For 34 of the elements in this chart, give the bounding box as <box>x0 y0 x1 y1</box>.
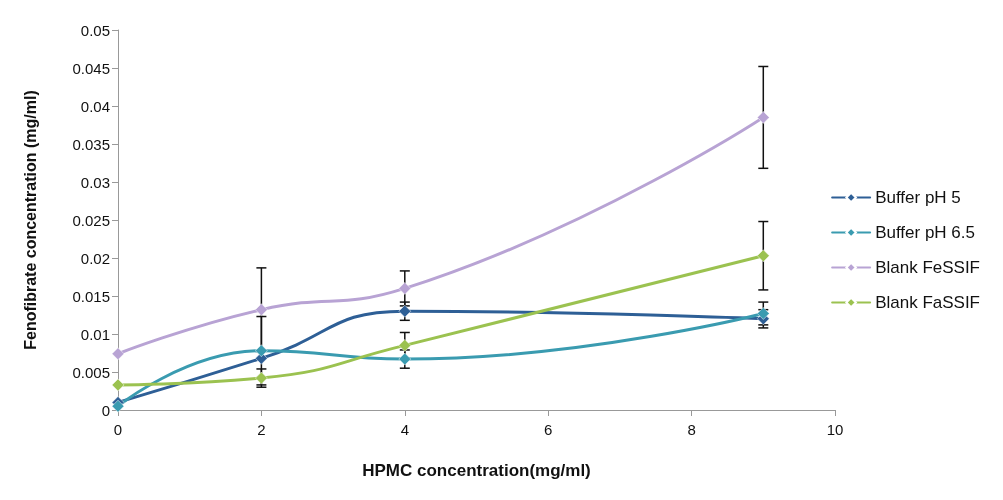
y-tick-label: 0.025 <box>72 211 110 229</box>
point <box>111 347 125 361</box>
point <box>757 249 770 262</box>
y-tick-label: 0.005 <box>72 363 110 381</box>
legend-label: Blank FeSSIF <box>875 258 980 277</box>
point <box>757 307 770 320</box>
legend-label: Buffer pH 5 <box>875 188 961 207</box>
x-tick-label: 6 <box>544 421 553 438</box>
y-tick-label: 0.015 <box>72 287 110 305</box>
x-tick-label: 10 <box>826 421 844 438</box>
point <box>757 111 770 124</box>
legend-label: Blank FaSSIF <box>875 293 980 312</box>
point <box>398 304 412 318</box>
point <box>111 378 125 392</box>
x-axis-title: HPMC concentration(mg/ml) <box>362 461 591 480</box>
y-tick-label: 0.01 <box>80 325 110 343</box>
x-tick-label: 8 <box>687 421 696 438</box>
y-tick-label: 0.035 <box>72 135 110 153</box>
x-tick-label: 0 <box>113 421 123 438</box>
y-axis-title: Fenofibrate concentration (mg/ml) <box>21 90 39 350</box>
legend-label: Buffer pH 6.5 <box>875 223 975 242</box>
y-tick-label: 0.05 <box>80 21 110 39</box>
y-tick-label: 0.03 <box>80 173 110 191</box>
y-tick-label: 0.04 <box>80 97 110 115</box>
y-tick-label: 0 <box>101 401 110 419</box>
point <box>398 282 412 295</box>
y-tick-label: 0.045 <box>72 59 110 77</box>
point <box>398 339 412 352</box>
point <box>111 399 125 413</box>
x-tick-label: 4 <box>400 421 409 438</box>
point <box>255 344 268 357</box>
y-tick-label: 0.02 <box>80 249 110 267</box>
x-tick-label: 2 <box>257 421 266 438</box>
point <box>255 303 268 316</box>
